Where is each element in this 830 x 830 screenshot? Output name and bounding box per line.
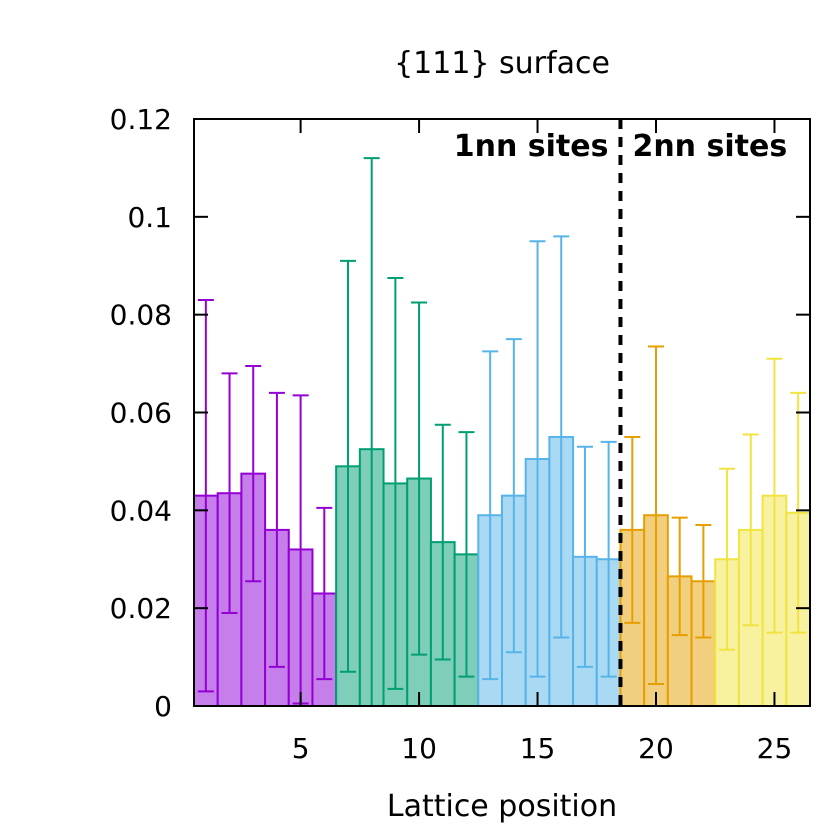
x-tick-label: 15 xyxy=(520,732,556,765)
error-bar-1 xyxy=(197,298,214,693)
error-bar-22 xyxy=(695,524,712,639)
x-tick-label: 10 xyxy=(401,732,437,765)
error-bar-25 xyxy=(766,357,783,634)
x-tick-label: 20 xyxy=(638,732,674,765)
y-tick-label: 0.08 xyxy=(110,299,172,332)
y-tick-label: 0.04 xyxy=(110,494,172,527)
error-bar-14 xyxy=(505,338,522,654)
error-bar-15 xyxy=(529,240,546,678)
bars-layer xyxy=(193,435,811,708)
error-bar-12 xyxy=(458,431,475,678)
error-bar-13 xyxy=(482,350,499,681)
error-bar-10 xyxy=(411,301,428,656)
error-bar-23 xyxy=(719,467,736,651)
error-bar-19 xyxy=(624,435,641,624)
error-bar-2 xyxy=(221,372,238,615)
x-axis-label: Lattice position xyxy=(387,789,617,824)
error-bar-18 xyxy=(600,440,617,678)
y-tick-label: 0 xyxy=(154,690,172,723)
y-tick-label: 0.06 xyxy=(110,397,172,430)
error-bar-6 xyxy=(316,506,333,681)
x-tick-label: 25 xyxy=(757,732,793,765)
error-bar-16 xyxy=(553,235,570,639)
error-bar-11 xyxy=(434,423,451,661)
error-bar-9 xyxy=(387,276,404,690)
error-bar-3 xyxy=(245,365,262,583)
error-bar-26 xyxy=(790,391,807,634)
x-tick-label: 5 xyxy=(292,732,310,765)
ticks-layer: 0 0.02 0.04 0.06 0.08 0.1 0.12 5 10 15 20 25 xyxy=(110,103,810,765)
error-bars-layer xyxy=(197,157,807,707)
error-bar-21 xyxy=(671,516,688,637)
y-tick-label: 0.02 xyxy=(110,592,172,625)
y-tick-label: 0.12 xyxy=(110,103,172,136)
error-bar-24 xyxy=(742,433,759,627)
y-tick-label: 0.1 xyxy=(127,201,172,234)
error-bar-20 xyxy=(648,345,664,685)
annotation-2nn-sites: 2nn sites xyxy=(632,129,787,164)
error-bar-7 xyxy=(340,259,356,673)
error-bar-17 xyxy=(576,445,593,668)
error-bar-4 xyxy=(268,391,285,668)
annotation-1nn-sites: 1nn sites xyxy=(454,129,609,164)
chart-title: {111} surface xyxy=(394,46,610,81)
